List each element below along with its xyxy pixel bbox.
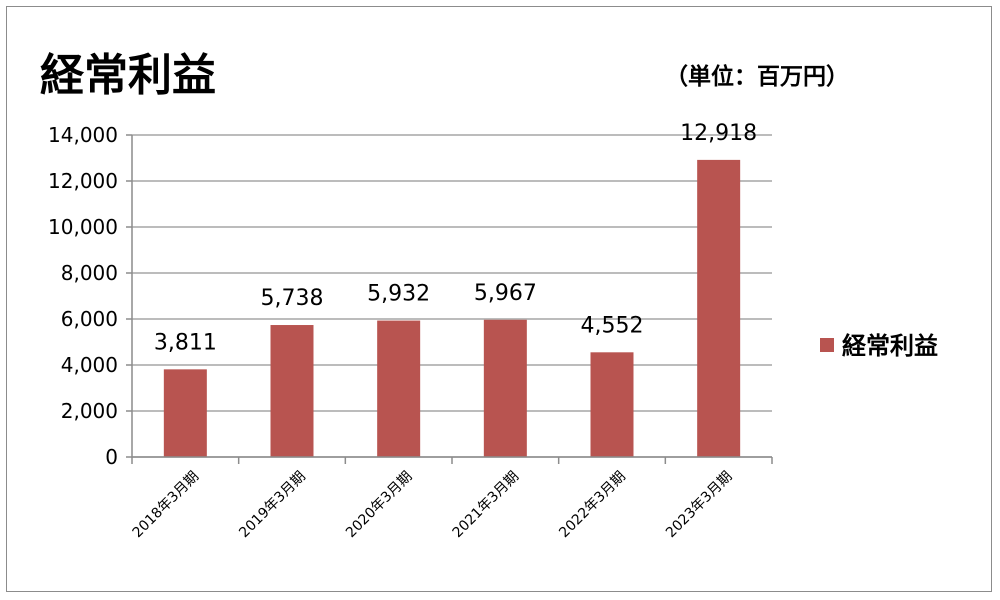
- y-tick-label: 4,000: [61, 353, 118, 377]
- y-tick-label: 2,000: [61, 399, 118, 423]
- gridlines: [132, 134, 772, 458]
- y-tick-label: 8,000: [61, 261, 118, 285]
- y-axis: 0 2,000 4,000 6,000 8,000 10,000 12,000 14,000: [48, 123, 133, 469]
- x-tick-label: 2022年3月期: [556, 469, 629, 542]
- bar: [270, 325, 314, 457]
- data-label: 5,967: [474, 281, 537, 306]
- x-tick-label: 2023年3月期: [663, 469, 736, 542]
- x-tick-label: 2020年3月期: [343, 469, 416, 542]
- bar: [163, 369, 207, 457]
- legend-swatch: [820, 338, 834, 352]
- y-tick-label: 0: [105, 445, 118, 469]
- y-tick-label: 12,000: [48, 169, 118, 193]
- bar: [590, 352, 634, 457]
- bar: [483, 319, 527, 457]
- data-label: 5,738: [261, 286, 324, 311]
- y-tick-label: 10,000: [48, 215, 118, 239]
- x-tick-label: 2018年3月期: [130, 469, 203, 542]
- chart-title: 経常利益: [40, 50, 216, 101]
- x-axis: 2018年3月期 2019年3月期 2020年3月期 2021年3月期 2022年3月期…: [130, 456, 773, 542]
- bar: [697, 159, 741, 458]
- x-tick-label: 2021年3月期: [450, 469, 523, 542]
- legend: 経常利益: [820, 332, 938, 360]
- data-label: 3,811: [154, 330, 217, 355]
- y-tick-label: 14,000: [48, 123, 118, 147]
- y-tick-label: 6,000: [61, 307, 118, 331]
- legend-label: 経常利益: [842, 332, 938, 360]
- bars: 3,811 5,738 5,932 5,967 4,552 12,918: [154, 121, 757, 458]
- chart-frame: [6, 6, 992, 592]
- bar: [377, 320, 421, 457]
- x-tick-label: 2019年3月期: [236, 469, 309, 542]
- unit-label: （単位：百万円）: [665, 63, 849, 90]
- data-label: 5,932: [367, 282, 430, 307]
- data-label: 4,552: [581, 313, 644, 338]
- data-label: 12,918: [680, 121, 757, 146]
